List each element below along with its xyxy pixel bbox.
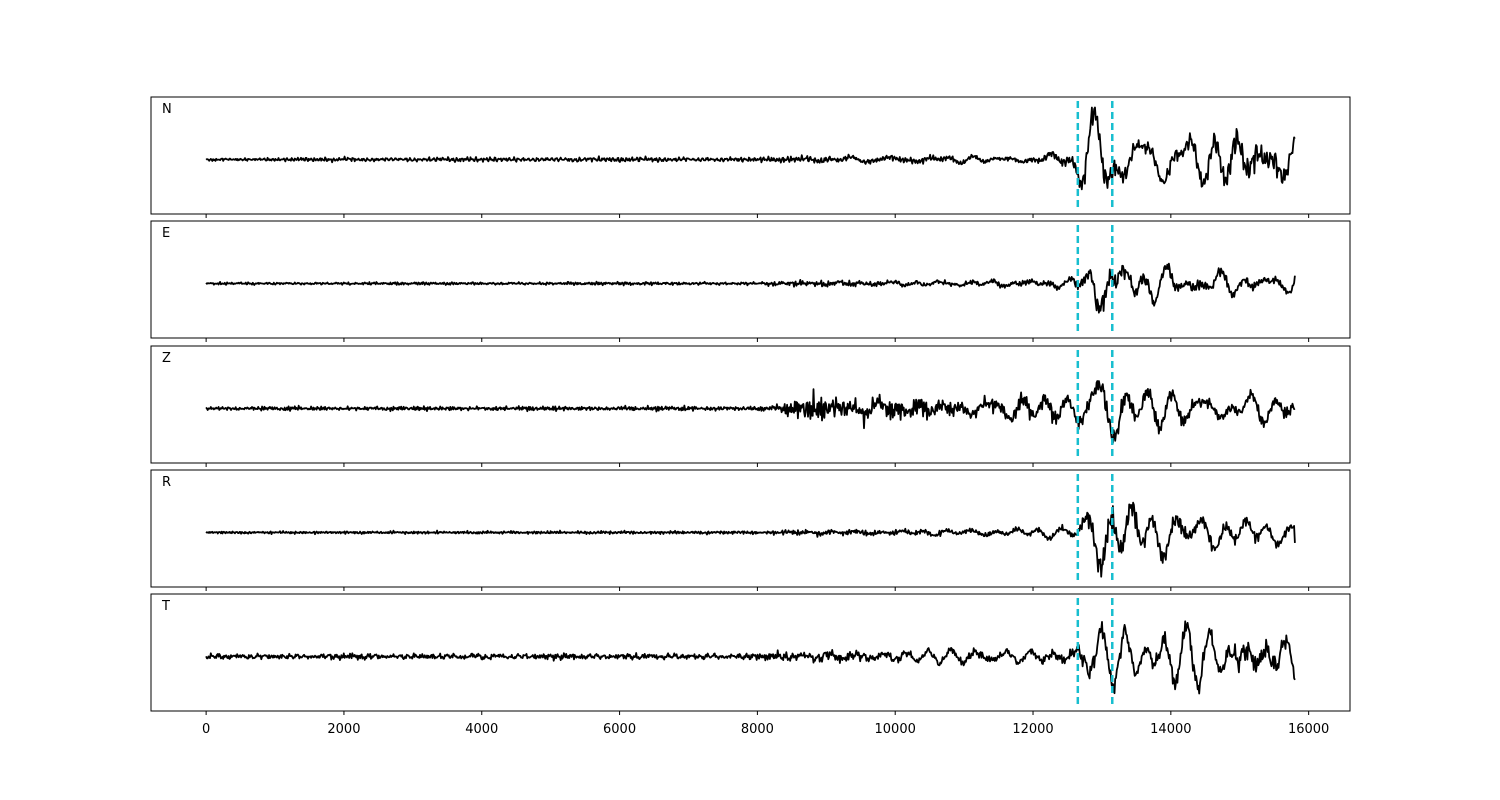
x-tick-label: 8000 [741, 722, 774, 737]
x-tick-label: 0 [202, 722, 210, 737]
panel-frame [150, 469, 1351, 588]
x-axis: 0 2000 4000 6000 8000 10000 12000 14000 16000 [202, 722, 1329, 737]
panel-e: E [150, 220, 1351, 342]
x-tick-label: 12000 [1012, 722, 1053, 737]
panel-label: T [161, 599, 170, 614]
panel-frame [150, 345, 1351, 464]
panel-frame [150, 593, 1351, 712]
x-tick-label: 2000 [327, 722, 360, 737]
waveform-trace-t [205, 620, 1296, 695]
panel-r: R [150, 469, 1351, 591]
panel-label: Z [162, 351, 171, 366]
panel-frame [150, 96, 1351, 215]
x-tick-label: 6000 [603, 722, 636, 737]
panel-label: R [162, 475, 171, 490]
panel-z: Z [150, 345, 1351, 467]
x-tick-label: 4000 [465, 722, 498, 737]
x-tick-label: 16000 [1288, 722, 1329, 737]
waveform-trace-z [205, 380, 1296, 444]
panels: N E Z R T [150, 96, 1351, 715]
waveform-trace-e [205, 262, 1296, 314]
x-tick-label: 10000 [875, 722, 916, 737]
panel-frame [150, 220, 1351, 339]
panel-label: N [162, 102, 172, 117]
waveform-trace-r [205, 501, 1296, 578]
panel-t: T [150, 593, 1351, 715]
x-tick-label: 14000 [1150, 722, 1191, 737]
waveform-trace-n [205, 106, 1296, 191]
panel-label: E [162, 226, 170, 241]
panel-n: N [150, 96, 1351, 218]
